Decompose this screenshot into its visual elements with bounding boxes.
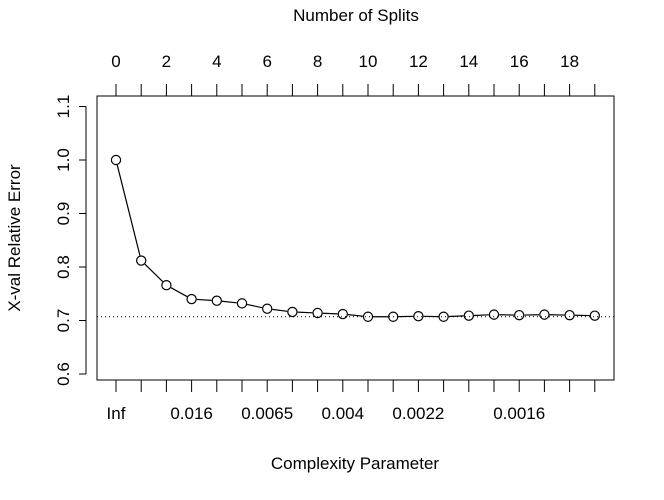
x-tick-label: 0.016 [170,404,213,423]
x-tick-label: Inf [107,404,126,423]
x-tick-label: 0.0016 [493,404,545,423]
top-tick-label: 12 [409,52,428,71]
top-tick-label: 4 [212,52,221,71]
data-point [438,311,449,322]
top-axis-title: Number of Splits [293,6,419,25]
data-point [362,311,374,322]
y-tick-label: 1.0 [54,148,73,172]
x-axis-title: Complexity Parameter [271,454,440,473]
top-tick-label: 0 [111,52,120,71]
data-point [262,303,273,314]
data-point [564,309,575,321]
x-tick-label: 0.0065 [241,404,293,423]
data-point [388,311,399,322]
y-tick-label: 0.8 [54,255,73,279]
data-point [488,309,500,320]
top-tick-label: 14 [459,52,478,71]
data-point [110,154,122,166]
top-tick-label: 6 [262,52,271,71]
y-tick-label: 0.6 [54,362,73,386]
data-point [236,298,248,309]
top-tick-label: 2 [162,52,171,71]
data-point [337,308,348,320]
data-point [211,295,222,306]
x-tick-label: 0.004 [322,404,365,423]
series-points [110,154,601,322]
y-axis: 0.6 0.7 0.8 0.9 1.0 1.1 [54,95,87,386]
top-tick-label: 16 [510,52,529,71]
data-point [312,307,323,319]
series-line [116,164,590,318]
x-axis: Inf 0.016 0.0065 0.004 0.0022 0.0016 [107,379,596,423]
data-point [186,293,197,305]
top-tick-label: 8 [313,52,322,71]
top-tick-label: 18 [560,52,579,71]
data-point [413,311,424,322]
plot-frame [96,95,615,381]
x-tick-label: 0.0022 [392,404,444,423]
data-point [161,279,172,291]
data-point [539,309,550,320]
data-point [135,255,147,266]
data-point [287,306,298,318]
top-tick-label: 10 [359,52,378,71]
data-point [463,310,474,321]
top-axis: 0 2 4 6 8 10 12 14 16 18 [111,52,596,97]
data-point [514,309,525,321]
y-tick-label: 0.9 [54,202,73,226]
data-point [589,310,601,321]
y-tick-label: 1.1 [54,95,73,119]
y-tick-label: 0.7 [54,309,73,333]
y-axis-title: X-val Relative Error [5,164,24,312]
